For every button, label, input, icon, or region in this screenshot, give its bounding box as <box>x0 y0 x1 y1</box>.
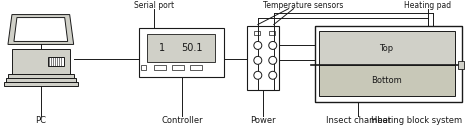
Bar <box>147 34 215 62</box>
Circle shape <box>269 41 277 49</box>
Text: Top: Top <box>379 44 393 53</box>
Bar <box>190 65 202 70</box>
Text: Serial port: Serial port <box>134 1 174 10</box>
Polygon shape <box>14 18 68 41</box>
Circle shape <box>269 56 277 64</box>
Text: Bottom: Bottom <box>371 76 401 85</box>
Text: Heating pad: Heating pad <box>404 1 452 10</box>
Circle shape <box>254 56 262 64</box>
Bar <box>155 65 166 70</box>
Bar <box>269 30 275 36</box>
Text: Temperature sensors: Temperature sensors <box>264 1 344 10</box>
Bar <box>8 74 73 78</box>
Circle shape <box>254 71 262 79</box>
Bar <box>458 61 464 69</box>
Bar <box>319 65 455 96</box>
Bar <box>172 65 184 70</box>
Bar <box>12 49 70 74</box>
Text: 1: 1 <box>159 43 165 53</box>
Bar <box>6 78 76 82</box>
Bar <box>247 25 279 90</box>
Bar <box>4 82 78 86</box>
Text: Heating block system: Heating block system <box>371 116 462 125</box>
Bar <box>48 57 64 66</box>
Text: Power: Power <box>250 116 275 125</box>
Text: Insect chamber: Insect chamber <box>326 116 391 125</box>
Bar <box>139 27 224 77</box>
Text: PC: PC <box>35 116 46 125</box>
Text: Controller: Controller <box>161 116 203 125</box>
Text: 50.1: 50.1 <box>182 43 203 53</box>
Bar <box>315 25 462 102</box>
Bar <box>141 65 146 70</box>
Bar <box>319 32 455 65</box>
Circle shape <box>254 41 262 49</box>
Bar <box>254 30 260 36</box>
Circle shape <box>269 71 277 79</box>
Polygon shape <box>8 15 73 44</box>
